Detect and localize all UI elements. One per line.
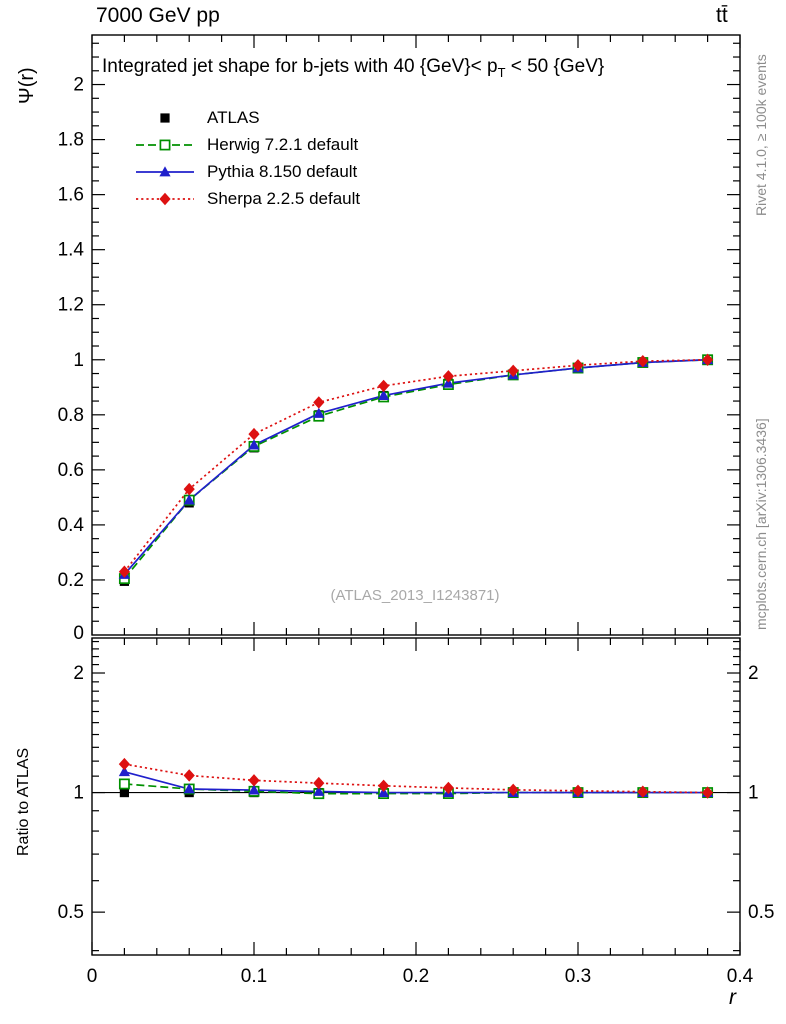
plot-title: Integrated jet shape for b-jets with 40 … [102, 56, 604, 80]
svg-text:2: 2 [73, 75, 84, 96]
legend-label-sherpa: Sherpa 2.2.5 default [207, 188, 361, 208]
legend-item-pythia: Pythia 8.150 default [133, 158, 360, 185]
plot-title-text: Integrated jet shape for b-jets with 40 … [102, 56, 498, 77]
svg-text:0: 0 [87, 966, 98, 987]
legend-item-atlas: ATLAS [133, 104, 360, 131]
y-axis-label-ratio: Ratio to ATLAS [15, 747, 32, 856]
legend-marker-atlas [133, 108, 197, 128]
svg-text:2: 2 [73, 663, 84, 684]
legend: ATLAS Herwig 7.2.1 default Pythia 8.150 … [133, 104, 360, 212]
analysis-id-watermark: (ATLAS_2013_I1243871) [330, 587, 500, 604]
rivet-version-note: Rivet 4.1.0, ≥ 100k events [753, 54, 769, 216]
svg-text:0.2: 0.2 [403, 966, 429, 987]
legend-marker-sherpa [133, 189, 197, 209]
svg-text:0.6: 0.6 [58, 460, 84, 481]
svg-text:0.4: 0.4 [727, 966, 754, 987]
plot-title-subscript: T [497, 64, 506, 80]
svg-text:1: 1 [748, 783, 759, 804]
mcplots-arxiv-note: mcplots.cern.ch [arXiv:1306.3436] [753, 418, 769, 630]
plot-title-tail: < 50 {GeV} [505, 56, 605, 77]
svg-text:1.2: 1.2 [58, 295, 84, 316]
x-axis-label: r [729, 986, 736, 1009]
svg-text:0.8: 0.8 [58, 405, 84, 426]
legend-label-atlas: ATLAS [207, 107, 260, 127]
process-label: tt̄ [716, 4, 728, 27]
y-axis-label-main: Ψ(r) [16, 67, 38, 104]
legend-label-pythia: Pythia 8.150 default [207, 161, 358, 181]
svg-text:1.6: 1.6 [58, 185, 84, 206]
svg-text:1.4: 1.4 [58, 240, 85, 261]
legend-label-herwig: Herwig 7.2.1 default [207, 134, 359, 154]
beam-energy-label: 7000 GeV pp [96, 4, 220, 27]
legend-item-sherpa: Sherpa 2.2.5 default [133, 185, 360, 212]
svg-text:0.5: 0.5 [748, 902, 774, 923]
svg-text:2: 2 [748, 663, 759, 684]
svg-text:1.8: 1.8 [58, 130, 84, 151]
svg-text:0.2: 0.2 [58, 570, 84, 591]
legend-marker-herwig [133, 135, 197, 155]
svg-text:0.5: 0.5 [58, 902, 84, 923]
svg-text:0: 0 [73, 623, 84, 644]
svg-text:0.3: 0.3 [565, 966, 591, 987]
svg-text:1: 1 [73, 350, 84, 371]
svg-text:0.4: 0.4 [58, 515, 85, 536]
legend-item-herwig: Herwig 7.2.1 default [133, 131, 360, 158]
svg-text:0.1: 0.1 [241, 966, 267, 987]
legend-marker-pythia [133, 162, 197, 182]
svg-text:1: 1 [73, 783, 84, 804]
